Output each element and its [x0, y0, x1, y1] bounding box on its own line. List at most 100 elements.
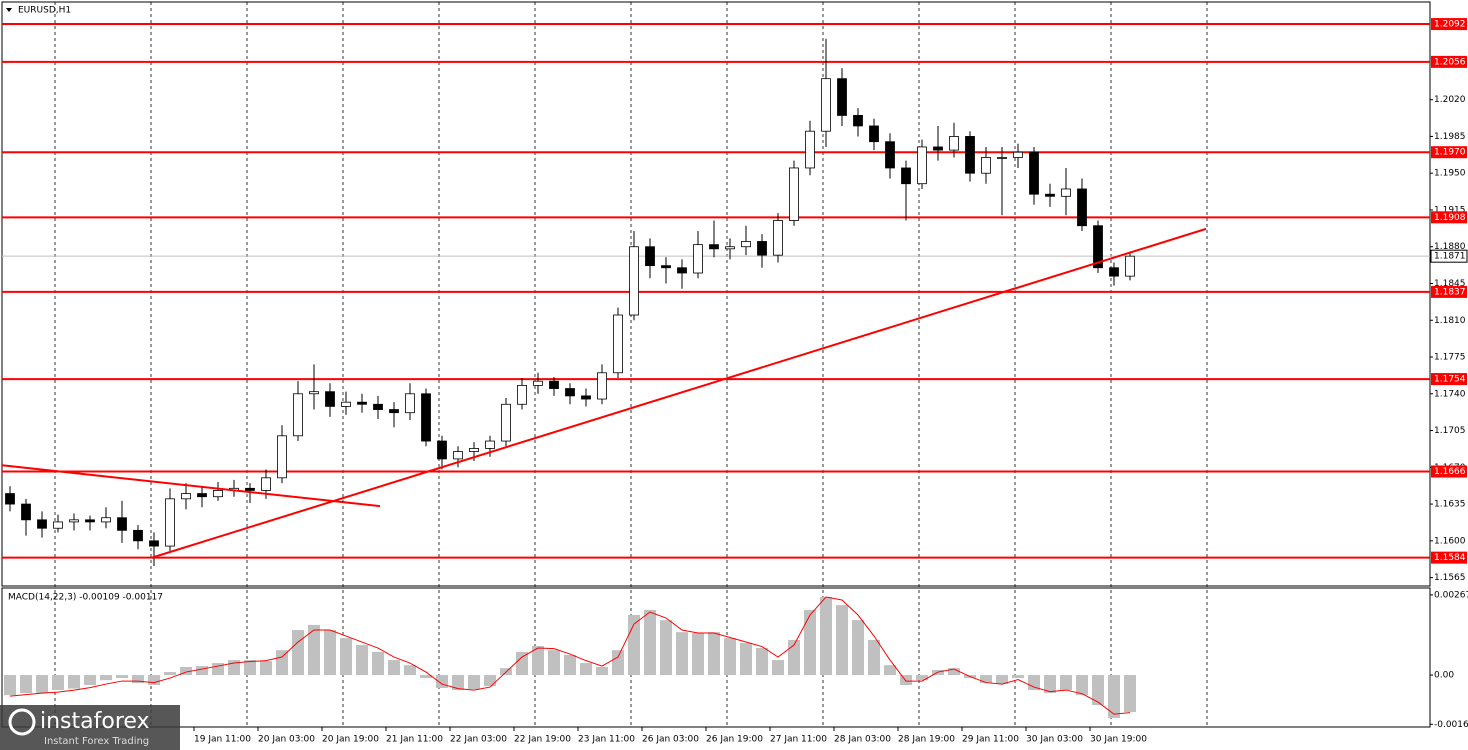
candle-body: [1093, 225, 1103, 269]
x-tick-label: 22 Jan 19:00: [514, 735, 571, 745]
macd-bar: [868, 639, 880, 676]
y-tick-label: 1.1810: [1434, 316, 1466, 326]
candle-body: [117, 517, 127, 531]
candle-body: [501, 403, 511, 442]
macd-bar: [420, 675, 432, 679]
macd-bar: [1108, 675, 1120, 718]
macd-bar: [84, 675, 96, 685]
candle-body: [661, 265, 671, 269]
level-box: [1431, 211, 1467, 224]
y-tick-label: 0.00267: [1434, 590, 1468, 600]
macd-bar: [308, 624, 320, 676]
title-arrow: [6, 8, 12, 12]
candle-body: [389, 409, 399, 414]
macd-bar: [580, 663, 592, 676]
candle-body: [1125, 255, 1135, 277]
candle-body: [421, 393, 431, 442]
plot-layer: [1, 2, 1433, 731]
macd-bar: [36, 675, 48, 694]
macd-bar: [324, 630, 336, 676]
macd-bar: [1060, 675, 1072, 691]
level-label: 1.1908: [1434, 213, 1466, 223]
candle-body: [725, 246, 735, 250]
macd-bar: [292, 630, 304, 676]
level-label: 1.1754: [1434, 375, 1466, 385]
x-tick-label: 28 Jan 19:00: [898, 735, 955, 745]
macd-bar: [1012, 675, 1024, 679]
macd-bar: [1028, 675, 1040, 691]
candle-body: [581, 395, 591, 400]
level-label: 1.1584: [1434, 553, 1466, 563]
macd-bar: [116, 675, 128, 679]
trend-line: [151, 227, 1207, 559]
candle-body: [437, 440, 447, 460]
main-frame: [1, 1, 1431, 587]
candle-body: [549, 380, 559, 389]
candle-body: [837, 78, 847, 116]
x-tick-label: 23 Jan 11:00: [578, 735, 635, 745]
candle-body: [565, 388, 575, 397]
macd-bar: [852, 620, 864, 676]
last-price-label: 1.1871: [1434, 252, 1466, 262]
macd-bar: [996, 675, 1008, 685]
macd-bar: [100, 675, 112, 681]
candle-body: [293, 393, 303, 437]
candle-body: [325, 391, 335, 407]
y-tick-label: 1.1985: [1434, 132, 1466, 142]
last-price-box: [1430, 249, 1468, 263]
candle-body: [773, 220, 783, 256]
y-tick-label: 1.1740: [1434, 389, 1466, 399]
candle-body: [309, 391, 319, 395]
candle-body: [693, 244, 703, 274]
candle-body: [453, 451, 463, 460]
candle-body: [165, 498, 175, 547]
macd-label: MACD(14,22,3) -0.00109 -0.00117: [8, 593, 163, 603]
candle-body: [709, 244, 719, 250]
macd-bar: [724, 638, 736, 676]
macd-bar: [596, 666, 608, 676]
candle-body: [917, 146, 927, 185]
macd-bar: [676, 632, 688, 676]
macd-bar: [660, 620, 672, 676]
candle-body: [149, 540, 159, 547]
candle-body: [69, 519, 79, 523]
candle-body: [245, 487, 255, 491]
y-tick-label: 1.1705: [1434, 426, 1466, 436]
macd-bar: [884, 665, 896, 676]
y-tick-label: 1.2020: [1434, 95, 1466, 105]
x-tick-label: 22 Jan 03:00: [450, 735, 507, 745]
candle-body: [261, 477, 271, 491]
candle-body: [741, 241, 751, 248]
candle-body: [197, 493, 207, 498]
level-box: [1431, 18, 1467, 31]
candle-body: [629, 246, 639, 316]
candle-body: [5, 493, 15, 505]
macd-bar: [132, 675, 144, 684]
candle-body: [965, 136, 975, 174]
x-tick-label: 26 Jan 03:00: [642, 735, 699, 745]
level-box: [1431, 285, 1467, 298]
macd-frame: [1, 587, 1431, 728]
level-label: 1.1666: [1434, 467, 1466, 477]
macd-bar: [788, 639, 800, 676]
candle-body: [373, 403, 383, 410]
candle-body: [677, 267, 687, 274]
candle-body: [597, 372, 607, 400]
candle-body: [405, 393, 415, 414]
candle-body: [853, 115, 863, 127]
y-tick-label: 1.1915: [1434, 205, 1466, 215]
level-label: 1.2056: [1434, 57, 1466, 67]
macd-bar: [20, 675, 32, 694]
macd-bar: [548, 650, 560, 676]
candle-body: [949, 136, 959, 151]
macd-bar: [388, 660, 400, 676]
y-tick-label: -0.00164: [1434, 720, 1468, 730]
x-tick-label: 21 Jan 11:00: [386, 735, 443, 745]
macd-bar: [356, 645, 368, 676]
macd-bar: [260, 660, 272, 676]
candle-body: [901, 167, 911, 185]
macd-bar: [484, 675, 496, 687]
macd-bar: [164, 672, 176, 676]
candle-body: [933, 146, 943, 151]
